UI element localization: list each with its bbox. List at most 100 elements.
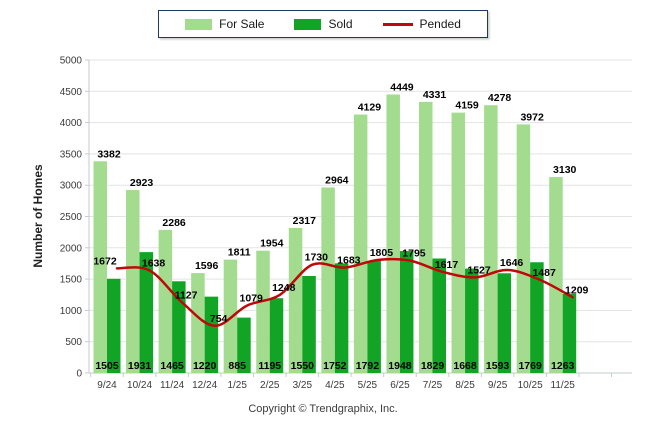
y-tick-label: 500 [65,337,82,348]
x-tick-label: 8/25 [455,380,475,391]
bar-for-sale [256,250,270,373]
sold-value-label: 1263 [551,360,575,372]
x-tick-label: 3/25 [293,380,313,391]
x-tick-label: 5/25 [358,380,378,391]
pended-value-label: 1672 [93,255,117,267]
bar-for-sale [386,94,400,373]
for-sale-value-label: 2923 [130,177,154,189]
sold-value-label: 1195 [258,360,281,372]
sold-value-label: 1465 [160,360,184,372]
sold-value-label: 1505 [95,360,119,372]
sold-value-label: 1550 [291,360,315,372]
bar-sold [204,296,219,373]
x-tick-label: 9/24 [97,380,117,391]
bar-for-sale [484,105,498,373]
pended-value-label: 1730 [305,252,329,264]
sold-value-label: 1593 [486,360,510,372]
for-sale-value-label: 1596 [195,260,219,272]
for-sale-value-label: 4129 [358,102,382,114]
sold-value-label: 1931 [128,360,152,372]
bar-sold [237,317,251,373]
for-sale-value-label: 4449 [390,81,414,93]
pended-value-label: 1683 [337,255,361,267]
pended-value-label: 1638 [142,257,166,269]
y-tick-label: 1000 [60,306,83,317]
bar-for-sale [93,161,107,373]
sold-value-label: 1220 [193,360,217,372]
y-tick-label: 4500 [60,87,83,98]
for-sale-value-label: 3382 [97,148,121,160]
x-tick-label: 10/24 [127,380,152,391]
bar-sold [399,251,414,373]
x-tick-label: 11/24 [160,380,185,391]
for-sale-value-label: 2317 [293,215,317,227]
y-tick-label: 1500 [60,275,83,286]
for-sale-value-label: 4331 [423,89,447,101]
sold-value-label: 1769 [518,360,542,372]
bar-sold [107,278,121,373]
bar-for-sale [451,112,466,373]
x-tick-label: 7/25 [423,380,443,391]
pended-value-label: 1127 [175,289,198,301]
pended-value-label: 1646 [500,257,524,269]
bar-for-sale [126,190,140,373]
y-tick-label: 0 [76,369,82,380]
bar-for-sale [419,101,433,374]
for-sale-value-label: 4278 [488,92,512,104]
y-tick-label: 4000 [60,118,83,129]
sold-value-label: 1948 [388,360,412,372]
y-tick-label: 3000 [60,181,83,192]
for-sale-value-label: 4159 [455,100,479,112]
pended-value-label: 1209 [565,284,589,296]
x-tick-label: 12/24 [192,380,217,391]
sold-value-label: 1792 [356,360,380,372]
sold-value-label: 1752 [323,360,347,372]
bar-sold [432,258,446,373]
bar-sold [530,262,544,373]
bar-sold [334,263,349,373]
for-sale-value-label: 1954 [260,238,284,250]
pended-value-label: 1487 [532,267,556,279]
bar-sold [367,260,381,373]
bar-sold [302,275,316,373]
sold-value-label: 885 [228,360,246,372]
pended-value-label: 754 [210,313,228,325]
for-sale-value-label: 3972 [520,111,544,123]
x-tick-label: 10/25 [518,380,543,391]
bar-for-sale [516,124,531,373]
x-tick-label: 1/25 [227,380,247,391]
for-sale-value-label: 3130 [553,164,577,176]
for-sale-value-label: 2286 [162,217,186,229]
bar-for-sale [353,114,368,373]
pended-value-label: 1795 [402,248,426,260]
bar-sold [269,298,284,373]
y-tick-label: 2500 [60,212,83,223]
for-sale-value-label: 2964 [325,174,349,186]
copyright-text: Copyright © Trendgraphix, Inc. [248,403,398,415]
pended-value-label: 1805 [370,247,394,259]
sold-value-label: 1829 [421,360,445,372]
y-tick-label: 2000 [60,243,83,254]
bar-for-sale [549,177,563,373]
pended-value-label: 1079 [240,292,264,304]
for-sale-value-label: 1811 [228,247,251,259]
x-tick-label: 11/25 [551,380,576,391]
y-tick-label: 5000 [60,56,83,67]
pended-value-label: 1248 [272,282,296,294]
bar-for-sale [288,227,303,373]
bar-for-sale [158,229,173,373]
bar-for-sale [223,259,238,373]
bar-for-sale [191,273,205,373]
bar-sold [562,293,577,373]
pended-value-label: 1527 [467,264,491,276]
bar-sold [497,273,512,373]
x-tick-label: 9/25 [488,380,508,391]
x-tick-label: 6/25 [390,380,410,391]
bar-sold [139,252,154,373]
y-tick-label: 3500 [60,149,83,160]
pended-value-label: 1617 [435,259,459,271]
sold-value-label: 1668 [453,360,477,372]
bar-sold [172,281,186,373]
